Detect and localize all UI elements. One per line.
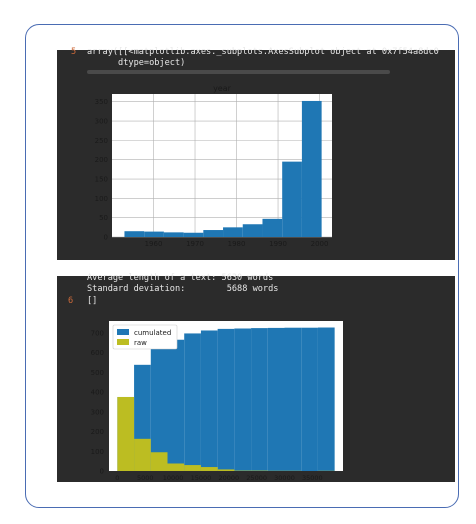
y-tick-label: 350	[95, 98, 108, 106]
histogram-bar	[242, 224, 263, 237]
histogram-bar-cumulated	[267, 327, 285, 471]
histogram-bar-raw	[150, 452, 168, 471]
notebook-cell-output-text-length: Average length of a text: 5630 words Sta…	[57, 273, 455, 482]
histogram-bar	[282, 161, 302, 237]
histogram-bar-raw	[167, 463, 185, 471]
stdout-line: Standard deviation: 5688 words	[87, 284, 279, 294]
y-tick-label: 200	[95, 156, 108, 164]
output-repr-line: dtype=object)	[87, 58, 186, 68]
histogram-bar-cumulated	[284, 327, 302, 471]
cell-prompt-number: 5	[71, 47, 77, 57]
x-tick-label: 20000	[218, 474, 239, 482]
histogram-bar-cumulated	[217, 328, 235, 471]
x-tick-label: 1990	[269, 240, 287, 248]
histogram-bar-cumulated	[234, 328, 252, 471]
legend-label-raw: raw	[134, 339, 147, 347]
y-tick-label: 700	[91, 329, 104, 337]
histogram-bar-cumulated	[167, 339, 185, 471]
histogram-bar	[301, 100, 322, 237]
x-tick-label: 30000	[274, 474, 295, 482]
x-tick-label: 1970	[186, 240, 204, 248]
legend-swatch-cumulated	[117, 329, 129, 335]
x-tick-label: 1980	[228, 240, 246, 248]
histogram-bar-raw	[134, 438, 151, 471]
histogram-bar	[262, 218, 283, 237]
output-repr-line: array([[<matplotlib.axes._subplots.AxesS…	[87, 47, 439, 57]
histogram-bar-cumulated	[317, 327, 335, 471]
histogram-bar-raw	[117, 396, 135, 471]
x-tick-label: 15000	[191, 474, 212, 482]
x-tick-label: 0	[115, 474, 119, 482]
horizontal-scrollbar[interactable]	[87, 70, 390, 74]
x-tick-label: 1960	[145, 240, 163, 248]
histogram-bar-raw	[184, 465, 201, 471]
y-tick-label: 50	[99, 214, 108, 222]
year-histogram: 1960 1970 1980 1990 2000 0 50 100 150 200 250 300 35…	[95, 84, 332, 248]
x-tick-label: 35000	[302, 474, 323, 482]
y-tick-label: 100	[95, 195, 108, 203]
x-tick-label: 5000	[137, 474, 154, 482]
stdout-line: Average length of a text: 5630 words	[87, 273, 274, 283]
y-tick-label: 0	[104, 234, 108, 242]
x-tick-label: 25000	[246, 474, 267, 482]
histogram-bar-cumulated	[150, 347, 168, 471]
histogram-bar	[124, 231, 145, 237]
histogram-bar-cumulated	[200, 330, 218, 471]
legend-swatch-raw	[117, 339, 129, 345]
histogram-bar	[203, 230, 224, 237]
chart-title: year	[213, 84, 232, 93]
screenshot-frame	[25, 24, 459, 508]
y-tick-label: 600	[91, 349, 104, 357]
y-tick-label: 300	[91, 408, 104, 416]
legend-label-cumulated: cumulated	[134, 329, 171, 337]
y-tick-label: 400	[91, 389, 104, 397]
x-tick-label: 10000	[163, 474, 184, 482]
text-length-histogram: 0 5000 10000 15000 20000 25000 30000 35000 0 100 2…	[91, 321, 343, 482]
histogram-bar	[223, 227, 243, 237]
x-tick-label: 2000	[311, 240, 329, 248]
y-tick-label: 250	[95, 137, 108, 145]
y-tick-label: 500	[91, 369, 104, 377]
histogram-bar-cumulated	[251, 328, 268, 471]
histogram-bar	[144, 231, 164, 237]
y-tick-label: 0	[100, 468, 104, 476]
y-tick-label: 200	[91, 428, 104, 436]
notebook-cell-output-year: 5 array([[<matplotlib.axes._subplots.Axe…	[57, 47, 455, 260]
histogram-bar-cumulated	[301, 327, 318, 471]
histogram-bar	[183, 232, 204, 237]
histogram-bar-raw	[200, 467, 218, 471]
y-tick-label: 300	[95, 118, 108, 126]
y-tick-label: 150	[95, 176, 108, 184]
cell-prompt-number: 6	[68, 296, 74, 306]
histogram-bar	[163, 232, 184, 237]
cell-input-code[interactable]: []	[87, 296, 98, 306]
y-tick-label: 100	[91, 448, 104, 456]
histogram-bar-cumulated	[184, 333, 201, 471]
histogram-bar-raw	[217, 469, 235, 471]
